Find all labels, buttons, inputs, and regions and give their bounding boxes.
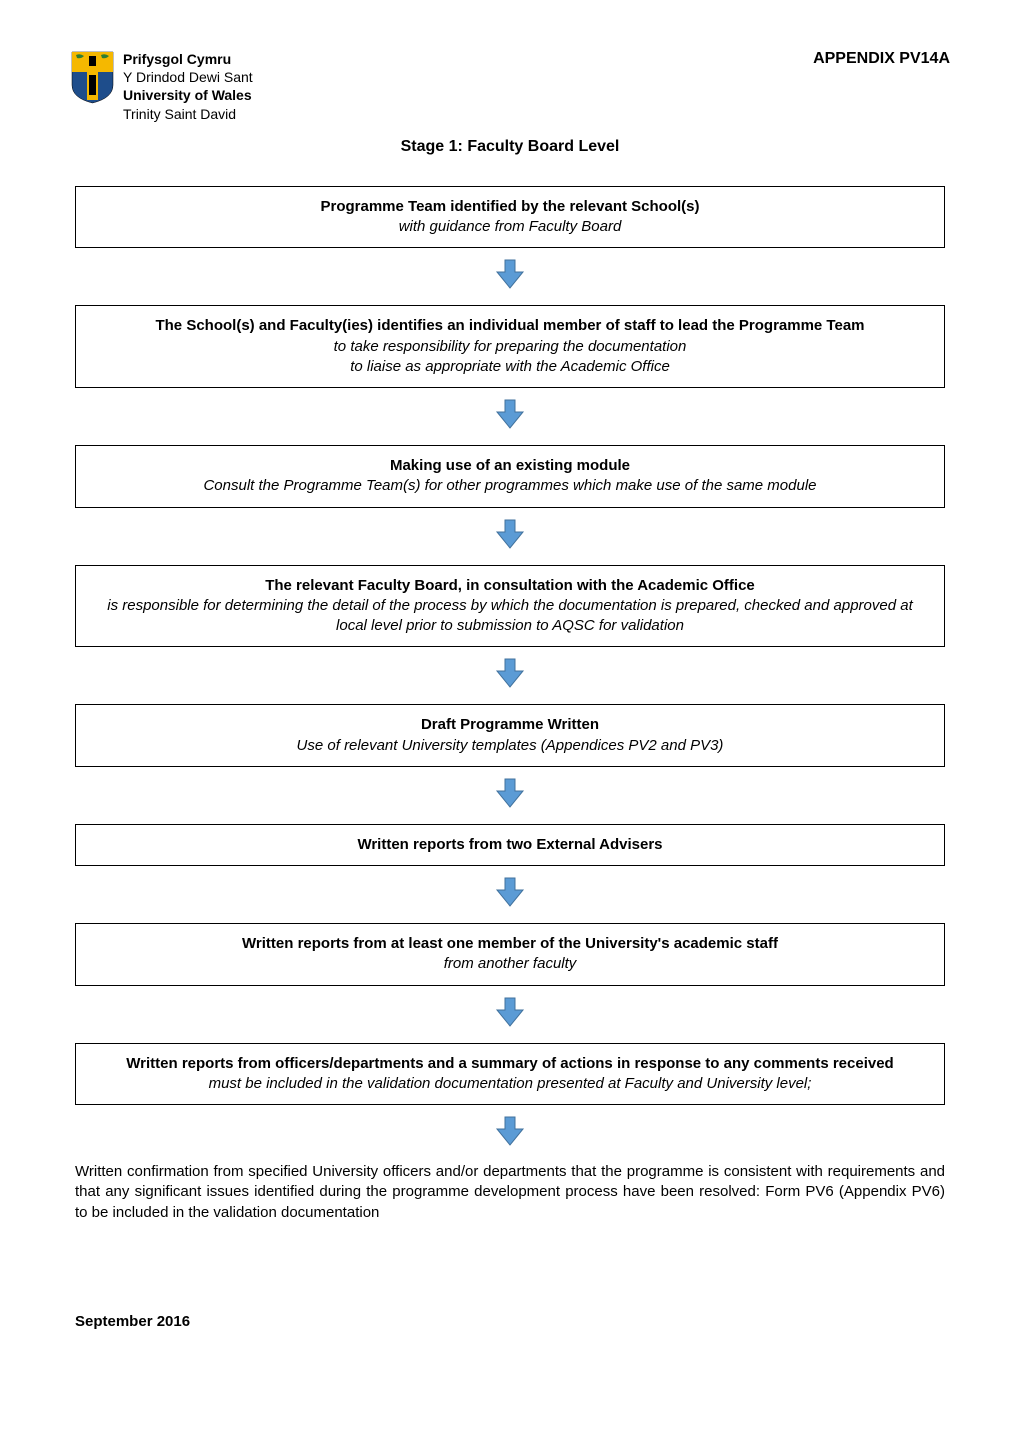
flow-box: Programme Team identified by the relevan… [75, 186, 945, 249]
university-shield-icon [70, 50, 115, 105]
flow-box-subtitle: from another faculty [90, 954, 930, 974]
logo-line-4: Trinity Saint David [123, 105, 253, 123]
down-arrow-icon [495, 777, 525, 809]
flow-box-title: Programme Team identified by the relevan… [90, 197, 930, 217]
flow-box-title: Written reports from at least one member… [90, 934, 930, 954]
flow-box-subtitle: must be included in the validation docum… [90, 1074, 930, 1094]
flow-arrow [70, 398, 950, 435]
logo-text: Prifysgol Cymru Y Drindod Dewi Sant Univ… [123, 50, 253, 123]
flow-arrow [70, 876, 950, 913]
flow-box: The School(s) and Faculty(ies) identifie… [75, 305, 945, 388]
appendix-label: APPENDIX PV14A [813, 50, 950, 68]
flow-box: Making use of an existing moduleConsult … [75, 445, 945, 508]
logo-block: Prifysgol Cymru Y Drindod Dewi Sant Univ… [70, 50, 253, 123]
flow-box: Draft Programme WrittenUse of relevant U… [75, 704, 945, 767]
down-arrow-icon [495, 657, 525, 689]
final-paragraph: Written confirmation from specified Univ… [75, 1162, 945, 1223]
flowchart-container: Programme Team identified by the relevan… [70, 186, 950, 1152]
down-arrow-icon [495, 996, 525, 1028]
flow-box-subtitle: Consult the Programme Team(s) for other … [90, 476, 930, 496]
down-arrow-icon [495, 398, 525, 430]
flow-box-subtitle: Use of relevant University templates (Ap… [90, 736, 930, 756]
flow-arrow [70, 996, 950, 1033]
flow-box-subtitle: is responsible for determining the detai… [90, 596, 930, 637]
flow-box: Written reports from at least one member… [75, 923, 945, 986]
logo-line-2: Y Drindod Dewi Sant [123, 68, 253, 86]
flow-box-title: Draft Programme Written [90, 715, 930, 735]
flow-box: The relevant Faculty Board, in consultat… [75, 565, 945, 648]
flow-box: Written reports from officers/department… [75, 1043, 945, 1106]
flow-box-subtitle: with guidance from Faculty Board [90, 217, 930, 237]
down-arrow-icon [495, 258, 525, 290]
down-arrow-icon [495, 518, 525, 550]
logo-line-1: Prifysgol Cymru [123, 50, 253, 68]
flow-box-title: Written reports from officers/department… [90, 1054, 930, 1074]
stage-title: Stage 1: Faculty Board Level [70, 138, 950, 156]
flow-arrow [70, 258, 950, 295]
flow-box-title: Written reports from two External Advise… [90, 835, 930, 855]
flow-box-subtitle: to liaise as appropriate with the Academ… [90, 357, 930, 377]
flow-box-title: The relevant Faculty Board, in consultat… [90, 576, 930, 596]
flow-arrow [70, 1115, 950, 1152]
flow-box-title: Making use of an existing module [90, 456, 930, 476]
flow-box: Written reports from two External Advise… [75, 824, 945, 866]
footer-date: September 2016 [75, 1313, 950, 1330]
flow-arrow [70, 657, 950, 694]
down-arrow-icon [495, 876, 525, 908]
flow-arrow [70, 518, 950, 555]
flow-arrow [70, 777, 950, 814]
header-row: Prifysgol Cymru Y Drindod Dewi Sant Univ… [70, 50, 950, 123]
flow-box-title: The School(s) and Faculty(ies) identifie… [90, 316, 930, 336]
logo-line-3: University of Wales [123, 86, 253, 104]
flow-box-subtitle: to take responsibility for preparing the… [90, 337, 930, 357]
down-arrow-icon [495, 1115, 525, 1147]
